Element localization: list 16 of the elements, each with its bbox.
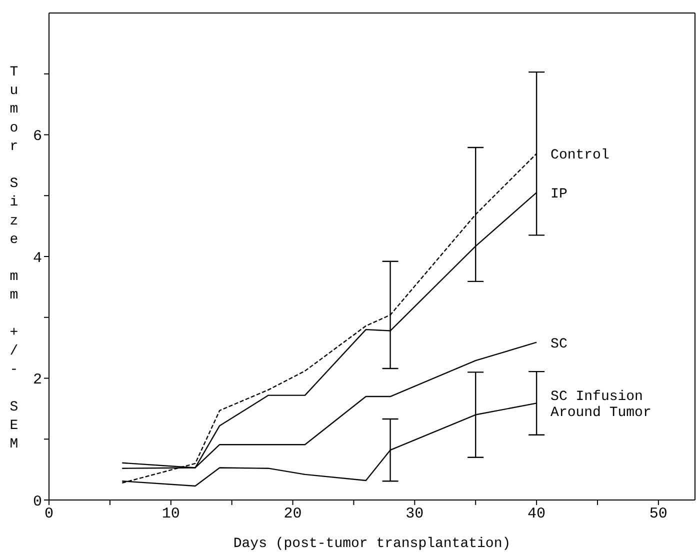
series-label: SC xyxy=(550,336,568,352)
x-tick-label: 0 xyxy=(44,506,54,523)
y-tick-label: 4 xyxy=(32,250,42,267)
x-tick-label: 10 xyxy=(162,506,180,523)
series-label: SC Infusion Around Tumor xyxy=(550,389,652,422)
y-tick-label: 6 xyxy=(32,128,42,146)
x-tick-label: 20 xyxy=(284,506,302,523)
x-tick-label: 30 xyxy=(406,506,424,523)
text: Tumor Size mm +/- SEM xyxy=(10,64,18,452)
series-label: Control xyxy=(550,148,610,164)
y-tick-label: 2 xyxy=(32,372,42,389)
y-tick-label: 0 xyxy=(32,493,42,510)
series-label: IP xyxy=(550,186,568,203)
x-axis-title: Days (post-tumor transplantation) xyxy=(233,536,511,552)
x-tick-label: 50 xyxy=(649,506,668,523)
x-tick-label: 40 xyxy=(528,506,546,523)
